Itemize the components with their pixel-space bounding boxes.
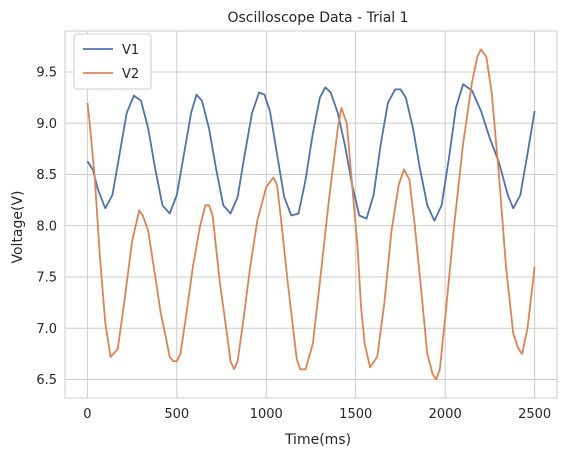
x-tick-label: 2000 — [429, 407, 462, 422]
legend-box — [73, 33, 152, 90]
y-tick-label: 6.5 — [36, 373, 57, 388]
x-tick-label: 500 — [164, 407, 189, 422]
y-tick-label: 8.0 — [36, 219, 57, 234]
plot-frame — [64, 30, 558, 399]
x-gridlines — [86, 31, 536, 398]
y-tick-label: 9.0 — [36, 117, 57, 132]
x-tick-label: 2500 — [518, 407, 551, 422]
legend: V1 V2 — [73, 33, 152, 90]
series-layer — [86, 48, 536, 381]
x-tick-label: 1500 — [339, 407, 372, 422]
y-tick-labels: 6.5 7.0 7.5 8.0 8.5 9.0 9.5 — [36, 66, 57, 389]
series-line-v1 — [86, 83, 536, 222]
chart-title: Oscilloscope Data - Trial 1 — [227, 10, 408, 26]
y-tick-label: 7.0 — [36, 322, 57, 337]
x-tick-label: 1000 — [250, 407, 283, 422]
series-line-v2 — [86, 48, 536, 381]
y-axis-label: Voltage(V) — [10, 190, 26, 263]
x-tick-labels: 0 500 1000 1500 2000 2500 — [83, 407, 551, 422]
legend-label-v2: V2 — [122, 67, 139, 82]
y-tick-label: 9.5 — [36, 66, 57, 81]
y-tick-label: 7.5 — [36, 271, 57, 286]
y-tick-label: 8.5 — [36, 168, 57, 183]
x-axis-label: Time(ms) — [284, 432, 351, 448]
legend-label-v1: V1 — [122, 43, 139, 58]
x-tick-label: 0 — [83, 407, 91, 422]
